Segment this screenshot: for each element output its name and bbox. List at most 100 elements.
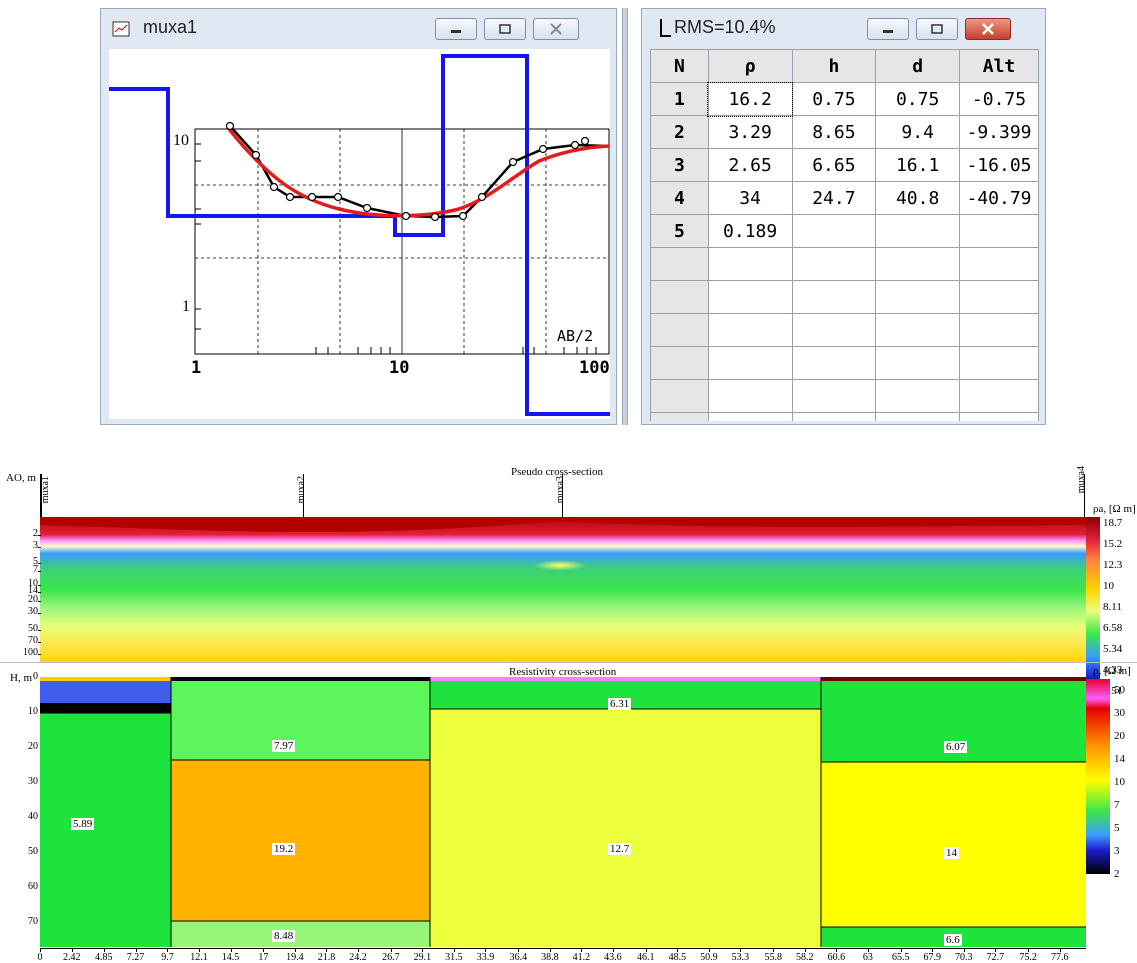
close-button[interactable]: [533, 18, 579, 40]
column-header[interactable]: N: [650, 49, 709, 83]
table-cell[interactable]: [875, 247, 961, 281]
maximize-button[interactable]: [916, 18, 958, 40]
table-cell[interactable]: [707, 313, 793, 347]
table-cell[interactable]: 16.2: [707, 81, 794, 117]
table-cell[interactable]: 40.8: [875, 181, 961, 215]
table-cell[interactable]: [791, 214, 877, 248]
table-row[interactable]: 4 34 24.7 40.8 -40.79: [650, 181, 1039, 215]
table-cell[interactable]: [791, 280, 877, 314]
empty-table-row[interactable]: [650, 346, 1039, 380]
empty-table-row[interactable]: [650, 379, 1039, 413]
table-cell[interactable]: [959, 214, 1039, 248]
station-marker-muxa2[interactable]: [303, 474, 304, 518]
table-cell[interactable]: [707, 379, 793, 413]
table-row[interactable]: 5 0.189: [650, 214, 1039, 248]
table-cell[interactable]: 0.75: [875, 82, 961, 116]
minimize-button[interactable]: [867, 18, 909, 40]
pseudo-y-tick: 14: [28, 585, 38, 596]
table-cell[interactable]: [875, 214, 961, 248]
table-cell[interactable]: [707, 280, 793, 314]
pseudo-y-tick-mark: [38, 630, 41, 631]
table-cell[interactable]: [791, 379, 877, 413]
empty-table-row[interactable]: [650, 280, 1039, 314]
maximize-button[interactable]: [484, 18, 526, 40]
resist-y-tick: 20: [28, 741, 38, 752]
table-cell[interactable]: [791, 346, 877, 380]
table-cell[interactable]: 9.4: [875, 115, 961, 149]
resist-legend-value: 20: [1114, 730, 1125, 742]
table-cell[interactable]: 0.75: [791, 82, 877, 116]
curve-window-title: muxa1: [143, 17, 198, 37]
station-marker-muxa4[interactable]: [1084, 474, 1085, 518]
x-tick-mark: [71, 948, 73, 952]
resist-legend-value: 50: [1114, 684, 1125, 696]
block-value-label: 5.89: [71, 818, 95, 830]
resistivity-section-blocks[interactable]: [40, 677, 1086, 947]
table-cell[interactable]: [959, 280, 1039, 314]
table-cell[interactable]: [959, 247, 1039, 281]
x-tick-label: 55.8: [764, 952, 783, 963]
table-cell[interactable]: [791, 412, 877, 421]
resist-legend-value: 3: [1114, 845, 1120, 857]
table-cell[interactable]: 34: [707, 181, 793, 215]
table-cell[interactable]: -9.399: [959, 115, 1039, 149]
column-header[interactable]: ρ: [707, 49, 793, 83]
pseudo-y-tick: 100: [23, 647, 38, 658]
x-tick-100: 100: [579, 358, 610, 378]
table-cell[interactable]: 3.29: [707, 115, 793, 149]
window-splitter[interactable]: [622, 8, 628, 425]
fitted-curve: [227, 127, 610, 218]
pseudo-y-tick: 10: [28, 578, 38, 589]
table-cell[interactable]: -40.79: [959, 181, 1039, 215]
column-header[interactable]: h: [791, 49, 877, 83]
station-marker-muxa1[interactable]: [40, 474, 42, 518]
curve-window-titlebar[interactable]: muxa1: [101, 9, 616, 47]
table-row[interactable]: 3 2.65 6.65 16.1 -16.05: [650, 148, 1039, 182]
table-cell[interactable]: 0.189: [707, 214, 793, 248]
table-row[interactable]: 1 16.2 0.75 0.75 -0.75: [650, 81, 1039, 117]
table-cell[interactable]: [707, 412, 793, 421]
table-cell[interactable]: [791, 247, 877, 281]
empty-table-row[interactable]: [650, 313, 1039, 347]
table-cell[interactable]: [875, 346, 961, 380]
table-cell[interactable]: [959, 379, 1039, 413]
table-cell[interactable]: 8.65: [791, 115, 877, 149]
table-cell[interactable]: [875, 313, 961, 347]
close-button[interactable]: [965, 18, 1011, 40]
table-cell[interactable]: -16.05: [959, 148, 1039, 182]
column-header[interactable]: Alt: [959, 49, 1039, 83]
resist-y-tick: 50: [28, 846, 38, 857]
station-marker-muxa3[interactable]: [562, 474, 563, 518]
empty-table-row[interactable]: [650, 412, 1039, 421]
table-cell[interactable]: [707, 346, 793, 380]
x-tick-label: 12.1: [190, 952, 208, 963]
column-header[interactable]: d: [875, 49, 961, 83]
table-cell[interactable]: 16.1: [875, 148, 961, 182]
x-tick-mark: [135, 948, 137, 952]
table-cell[interactable]: [791, 313, 877, 347]
table-row[interactable]: 2 3.29 8.65 9.4 -9.399: [650, 115, 1039, 149]
layer-number-cell: 2: [650, 115, 709, 149]
table-cell[interactable]: [707, 247, 793, 281]
table-cell[interactable]: [875, 280, 961, 314]
pseudo-y-tick: 3: [33, 540, 38, 551]
table-cell[interactable]: [959, 313, 1039, 347]
table-cell[interactable]: [959, 412, 1039, 421]
pseudo-y-tick: 7: [33, 564, 38, 575]
table-cell[interactable]: [959, 346, 1039, 380]
table-cell[interactable]: 24.7: [791, 181, 877, 215]
table-cell[interactable]: [875, 379, 961, 413]
measured-curve: [229, 125, 608, 219]
minimize-button[interactable]: [435, 18, 477, 40]
table-cell[interactable]: 2.65: [707, 148, 793, 182]
resist-y-tick: 10: [28, 706, 38, 717]
pseudo-y-tick-mark: [38, 592, 41, 593]
pseudo-section-field[interactable]: [40, 517, 1086, 663]
layer-icon: [660, 19, 671, 37]
empty-table-row[interactable]: [650, 247, 1039, 281]
table-cell[interactable]: -0.75: [959, 82, 1039, 116]
table-cell[interactable]: 6.65: [791, 148, 877, 182]
x-tick-10: 10: [389, 358, 409, 378]
table-cell[interactable]: [875, 412, 961, 421]
layer-table-titlebar[interactable]: RMS=10.4%: [642, 9, 1045, 47]
